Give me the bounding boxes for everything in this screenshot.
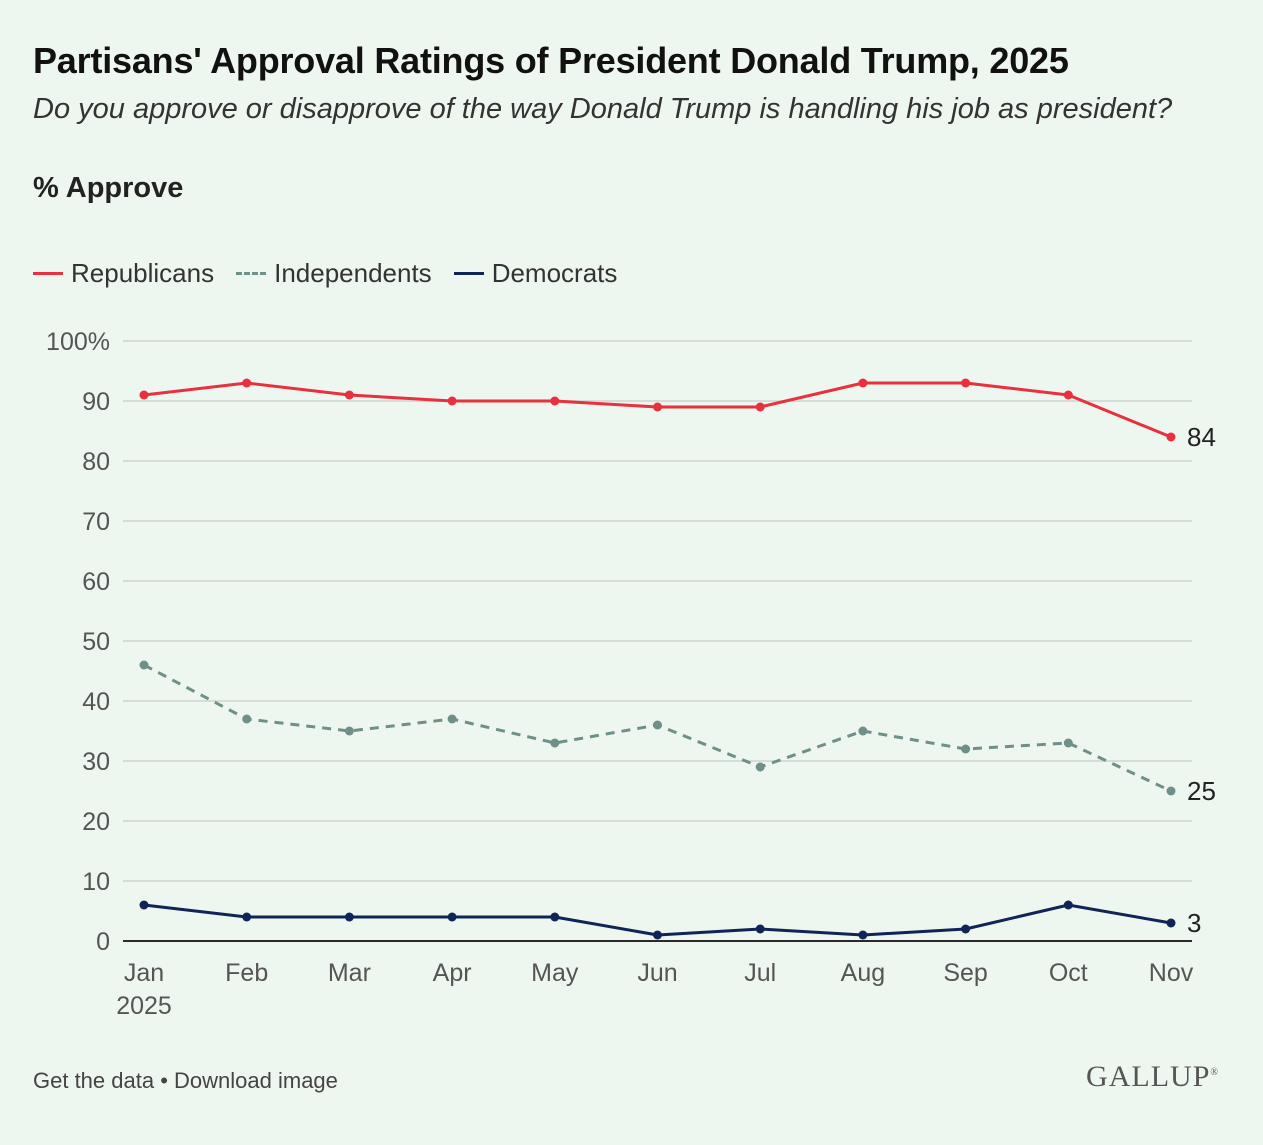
data-point-independents-aug xyxy=(858,726,868,736)
y-tick-label-30: 30 xyxy=(82,748,110,776)
data-point-republicans-mar xyxy=(344,390,354,400)
data-point-republicans-jul xyxy=(755,402,765,412)
download-image-link[interactable]: Download image xyxy=(174,1068,338,1093)
legend-label-democrats: Democrats xyxy=(491,257,618,288)
data-point-independents-mar xyxy=(344,726,354,736)
legend: Republicans Independents Democrats xyxy=(33,256,617,290)
data-point-republicans-may xyxy=(550,396,560,406)
footer-separator: • xyxy=(154,1068,175,1093)
measure-label: % Approve xyxy=(33,172,184,204)
end-label-independents: 25 xyxy=(1187,776,1216,806)
data-point-independents-jun xyxy=(653,720,662,730)
data-point-democrats-jun xyxy=(653,930,662,940)
data-point-republicans-oct xyxy=(1063,390,1073,400)
gallup-logo-text: GALLUP xyxy=(1086,1060,1211,1093)
x-tick-label-aug: Aug xyxy=(841,959,885,987)
data-point-republicans-apr xyxy=(447,396,457,406)
x-tick-label-feb: Feb xyxy=(225,959,268,987)
y-tick-label-20: 20 xyxy=(82,808,110,836)
data-point-republicans-jun xyxy=(653,402,662,412)
data-point-republicans-nov xyxy=(1166,432,1176,442)
y-tick-label-90: 90 xyxy=(82,388,110,416)
end-label-republicans: 84 xyxy=(1187,422,1216,452)
data-point-democrats-mar xyxy=(344,912,354,922)
legend-item-democrats[interactable]: Democrats xyxy=(453,257,618,289)
legend-label-independents: Independents xyxy=(274,257,432,288)
legend-swatch-republicans xyxy=(33,271,63,275)
gallup-logo: GALLUP® xyxy=(1086,1060,1219,1094)
x-year-label: 2025 xyxy=(116,992,172,1020)
data-point-independents-oct xyxy=(1063,738,1073,748)
y-tick-label-60: 60 xyxy=(82,568,110,596)
x-tick-label-oct: Oct xyxy=(1049,959,1088,987)
data-point-independents-sep xyxy=(961,744,971,754)
x-tick-label-may: May xyxy=(531,959,579,987)
data-point-republicans-sep xyxy=(961,378,971,388)
legend-label-republicans: Republicans xyxy=(71,257,215,288)
x-tick-label-jun: Jun xyxy=(637,959,677,987)
data-point-democrats-oct xyxy=(1063,900,1073,910)
end-label-democrats: 3 xyxy=(1187,908,1201,938)
data-point-democrats-jul xyxy=(755,924,765,934)
chart-subtitle: Do you approve or disapprove of the way … xyxy=(33,93,1173,125)
data-point-republicans-aug xyxy=(858,378,868,388)
y-tick-label-40: 40 xyxy=(82,688,110,716)
data-point-democrats-sep xyxy=(961,924,971,934)
footer-links: Get the data • Download image xyxy=(33,1068,338,1094)
data-point-republicans-feb xyxy=(242,378,252,388)
y-tick-label-100: 100% xyxy=(46,328,110,356)
legend-swatch-independents xyxy=(236,271,267,275)
legend-swatch-democrats xyxy=(453,271,484,275)
data-point-republicans-jan xyxy=(139,390,149,400)
data-point-democrats-jan xyxy=(139,900,149,910)
registered-mark: ® xyxy=(1210,1067,1219,1078)
x-tick-label-jul: Jul xyxy=(744,959,776,987)
data-point-independents-feb xyxy=(242,714,252,724)
y-tick-label-50: 50 xyxy=(82,628,110,656)
data-point-democrats-nov xyxy=(1166,918,1176,928)
data-point-democrats-may xyxy=(550,912,560,922)
legend-item-independents[interactable]: Independents xyxy=(236,258,432,289)
y-tick-label-0: 0 xyxy=(96,928,110,956)
x-tick-label-sep: Sep xyxy=(943,959,987,987)
chart-title: Partisans' Approval Ratings of President… xyxy=(33,40,1069,81)
x-tick-label-jan: Jan xyxy=(124,959,164,987)
data-point-independents-nov xyxy=(1166,786,1176,796)
data-point-independents-jan xyxy=(139,660,149,670)
x-tick-label-nov: Nov xyxy=(1149,959,1194,987)
get-data-link[interactable]: Get the data xyxy=(33,1068,155,1093)
x-tick-label-apr: Apr xyxy=(433,959,472,987)
data-point-democrats-feb xyxy=(242,912,252,922)
y-tick-label-80: 80 xyxy=(82,448,110,476)
data-point-independents-jul xyxy=(755,762,765,772)
legend-item-republicans[interactable]: Republicans xyxy=(33,258,214,289)
x-tick-label-mar: Mar xyxy=(328,959,371,987)
data-point-democrats-apr xyxy=(447,912,457,922)
data-point-independents-may xyxy=(550,738,560,748)
data-point-democrats-aug xyxy=(858,930,868,940)
data-point-independents-apr xyxy=(447,714,457,724)
line-chart: 0 10 20 30 40 50 60 70 80 90 100% Jan Feb Mar Apr May Ju… xyxy=(46,328,1216,1020)
y-tick-label-10: 10 xyxy=(82,868,110,896)
y-tick-label-70: 70 xyxy=(82,508,110,536)
